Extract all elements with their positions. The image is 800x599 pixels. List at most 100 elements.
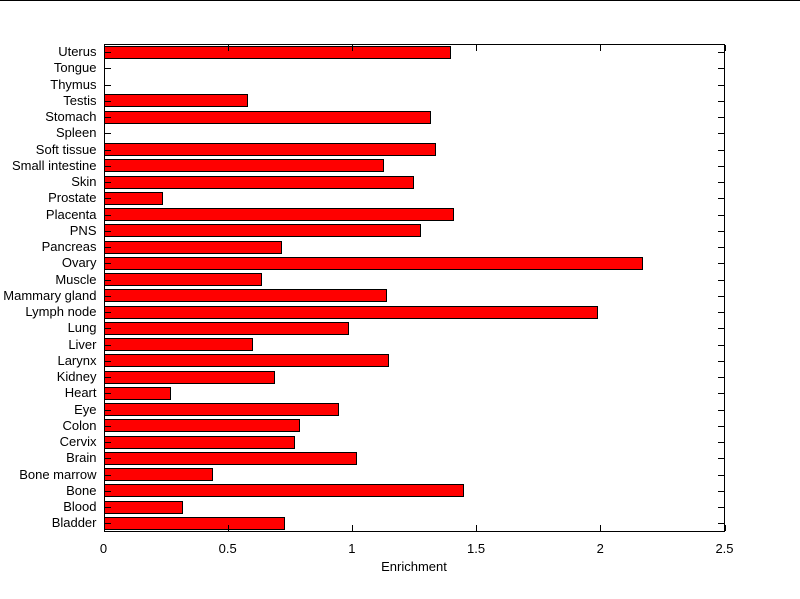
bar-muscle [103,273,263,287]
bar-bone [103,484,464,498]
axis-tick [717,344,724,346]
axis-tick [104,116,111,118]
axis-tick [104,132,111,134]
axis-tick [104,230,111,232]
y-tick-label: Mammary gland [3,287,97,303]
y-tick-label: Bladder [51,515,97,531]
y-tick-label: Lymph node [25,304,97,320]
y-tick-label: Cervix [59,434,97,450]
axis-tick [103,45,105,51]
bar-colon [103,419,300,433]
y-tick-label: Small intestine [11,157,97,173]
axis-tick [104,311,111,313]
x-tick-label: 2 [596,540,604,556]
axis-tick [717,197,724,199]
x-tick-label: 1.5 [467,540,486,556]
axis-tick [717,84,724,86]
axis-tick [717,214,724,216]
y-tick-label: Eye [74,401,97,417]
axis-tick [717,165,724,167]
bar-pns [103,224,422,238]
window-top-edge [0,0,800,1]
axis-tick [475,524,477,531]
y-tick-label: PNS [69,222,97,238]
axis-tick [717,116,724,118]
axis-tick [717,327,724,329]
bar-stomach [103,110,432,124]
axis-tick [104,522,111,524]
bar-soft-tissue [103,143,437,157]
axis-tick [717,149,724,151]
y-tick-label: Tongue [53,60,97,76]
bar-heart [103,386,171,400]
axis-tick [104,197,111,199]
x-tick-label: 0.5 [218,540,237,556]
axis-tick [104,490,111,492]
bar-placenta [103,208,454,222]
y-tick-label: Ovary [61,255,97,271]
axis-tick [104,51,111,53]
y-tick-label: Colon [62,417,97,433]
bar-kidney [103,370,275,384]
axis-tick [717,441,724,443]
axis-tick [717,490,724,492]
bar-uterus [103,45,452,59]
y-tick-label: Kidney [56,369,97,385]
axis-tick [104,344,111,346]
axis-tick [104,100,111,102]
axis-tick [104,506,111,508]
y-tick-label: Bone [66,482,97,498]
y-tick-label: Stomach [45,109,97,125]
axis-tick [351,45,353,51]
y-tick-label: Skin [71,174,97,190]
bar-testis [103,94,248,108]
bar-ovary [103,256,643,270]
bar-larynx [103,354,390,368]
y-tick-label: Brain [66,450,97,466]
y-tick-label: Lung [67,320,97,336]
axis-tick [104,262,111,264]
axis-tick [717,425,724,427]
x-tick-label: 0 [99,540,108,556]
bar-small-intestine [103,159,385,173]
axis-tick [104,457,111,459]
axis-tick [104,149,111,151]
axis-tick [599,524,601,531]
axis-tick [351,524,353,531]
axis-tick [717,295,724,297]
y-tick-label: Bone marrow [19,466,97,482]
bar-eye [103,403,340,417]
axis-tick [104,67,111,69]
y-tick-label: Placenta [45,206,97,222]
axis-tick [717,100,724,102]
bar-skin [103,175,414,189]
axis-tick [717,409,724,411]
axis-tick [717,67,724,69]
bar-cervix [103,435,295,449]
axis-tick [104,279,111,281]
y-tick-label: Blood [63,499,97,515]
axis-tick [104,425,111,427]
x-axis-title: Enrichment [381,558,447,574]
axis-tick [717,457,724,459]
axis-tick [104,392,111,394]
axis-tick [104,295,111,297]
axis-tick [717,279,724,281]
axis-tick [104,181,111,183]
axis-tick [717,246,724,248]
axis-tick [103,524,105,531]
y-tick-label: Soft tissue [35,141,97,157]
y-tick-label: Heart [64,385,97,401]
y-tick-label: Larynx [57,352,97,368]
bar-liver [103,338,253,352]
axis-tick [717,376,724,378]
axis-tick [717,311,724,313]
y-tick-label: Prostate [48,190,97,206]
axis-tick [717,230,724,232]
bar-lymph-node [103,305,598,319]
axis-tick [475,45,477,51]
x-tick-label: 1 [348,540,356,556]
y-tick-label: Testis [63,92,97,108]
axis-tick [104,360,111,362]
